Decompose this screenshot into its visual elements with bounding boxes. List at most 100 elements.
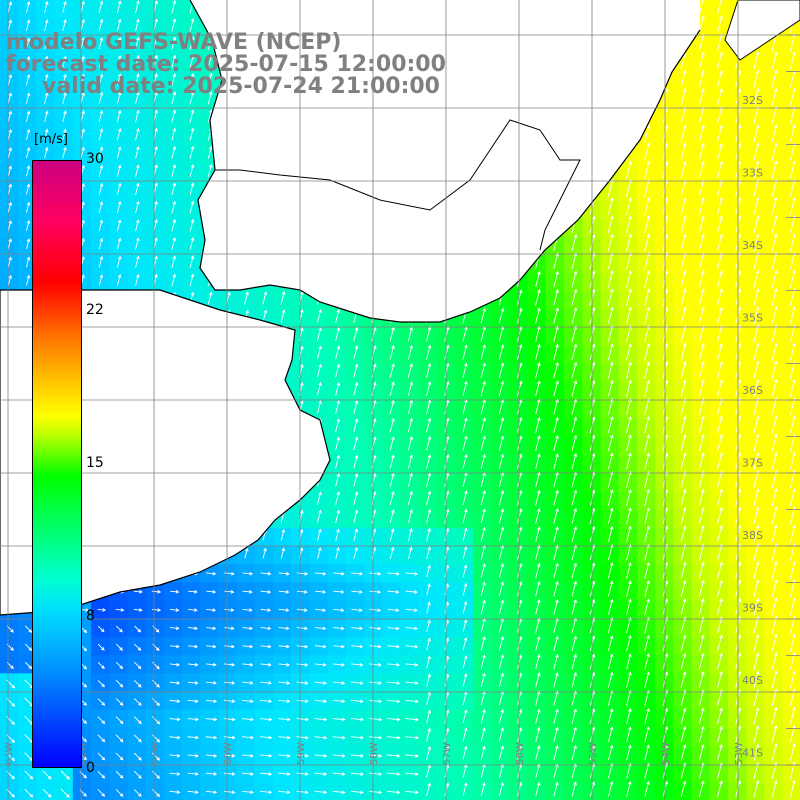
wind-arrow bbox=[717, 15, 723, 34]
wind-arrow bbox=[189, 54, 195, 68]
latitude-label: 38S bbox=[742, 529, 763, 542]
wind-arrow bbox=[7, 74, 13, 86]
longitude-label: 57W bbox=[442, 742, 453, 765]
wind-arrow bbox=[116, 0, 122, 14]
wind-speed-cell bbox=[72, 782, 92, 800]
wind-arrow bbox=[62, 73, 67, 86]
wind-arrow bbox=[698, 69, 705, 88]
wind-arrow bbox=[44, 73, 49, 86]
wind-arrow bbox=[116, 36, 122, 50]
latitude-label: 32S bbox=[742, 94, 763, 107]
wind-arrow bbox=[7, 1, 13, 13]
longitude-label: 61W bbox=[150, 742, 161, 765]
longitude-label: 53W bbox=[734, 742, 745, 765]
wind-arrow bbox=[135, 91, 140, 105]
wind-speed-cell bbox=[145, 782, 165, 800]
wind-arrow bbox=[189, 72, 195, 87]
wind-arrow bbox=[7, 55, 13, 68]
latitude-label: 41S bbox=[742, 747, 763, 760]
wind-arrow bbox=[44, 0, 49, 13]
wind-arrow bbox=[189, 36, 195, 50]
wind-arrow bbox=[44, 37, 49, 50]
wind-arrow bbox=[789, 69, 796, 88]
latitude-label: 36S bbox=[742, 384, 763, 397]
wind-arrow bbox=[7, 37, 13, 50]
wind-arrow bbox=[135, 36, 140, 50]
wind-arrow bbox=[62, 37, 67, 50]
wind-arrow bbox=[116, 18, 122, 32]
longitude-label: 59W bbox=[296, 742, 307, 765]
wind-speed-cell bbox=[127, 782, 147, 800]
wind-speed-cell bbox=[18, 782, 37, 800]
wind-arrow bbox=[25, 37, 31, 50]
wind-arrow bbox=[207, 72, 213, 87]
wind-arrow bbox=[98, 73, 104, 86]
wind-speed-cell bbox=[54, 782, 74, 800]
wind-arrow bbox=[717, 69, 723, 88]
wind-arrow bbox=[753, 51, 760, 70]
wind-arrow bbox=[80, 37, 85, 50]
wind-arrow bbox=[116, 55, 122, 68]
title-valid-date: valid date: 2025-07-24 21:00:00 bbox=[42, 74, 440, 99]
wind-arrow bbox=[98, 55, 104, 68]
wind-arrow bbox=[135, 18, 140, 32]
wind-arrow bbox=[171, 36, 177, 50]
wind-arrow bbox=[771, 51, 778, 70]
wind-arrow bbox=[80, 18, 86, 32]
wind-speed-cell bbox=[782, 782, 800, 800]
wind-arrow bbox=[44, 92, 49, 104]
wind-arrow bbox=[789, 51, 796, 70]
wind-arrow bbox=[171, 91, 177, 105]
wind-arrow bbox=[698, 51, 705, 70]
wind-arrow bbox=[717, 33, 723, 52]
wind-arrow bbox=[171, 54, 177, 68]
wind-arrow bbox=[25, 19, 31, 31]
latitude-label: 39S bbox=[742, 602, 763, 615]
wind-arrow bbox=[753, 69, 760, 88]
wind-arrow bbox=[25, 1, 31, 13]
colorbar-tick: 0 bbox=[86, 760, 95, 776]
wind-speed-cell bbox=[91, 782, 110, 800]
wind-arrow bbox=[116, 73, 122, 86]
colorbar-tick: 8 bbox=[86, 608, 95, 624]
wind-arrow bbox=[44, 19, 49, 32]
colorbar bbox=[32, 160, 82, 768]
wind-arrow bbox=[98, 0, 104, 14]
wind-arrow bbox=[789, 33, 796, 52]
wind-arrow bbox=[98, 36, 104, 50]
colorbar-unit: [m/s] bbox=[34, 132, 68, 147]
wind-arrow bbox=[135, 54, 140, 68]
wind-arrow bbox=[717, 51, 723, 70]
wind-arrow bbox=[62, 0, 67, 13]
wind-arrow bbox=[171, 0, 177, 14]
longitude-label: 58W bbox=[369, 742, 380, 765]
longitude-label: 54W bbox=[661, 742, 672, 765]
wind-arrow bbox=[116, 91, 122, 105]
wind-arrow bbox=[189, 18, 195, 32]
colorbar-tick: 22 bbox=[86, 302, 104, 318]
wind-arrow bbox=[7, 19, 13, 31]
wind-arrow bbox=[171, 18, 177, 32]
wind-speed-cell bbox=[0, 782, 19, 800]
wind-arrow bbox=[135, 73, 140, 86]
latitude-label: 37S bbox=[742, 457, 763, 470]
wind-arrow bbox=[135, 0, 140, 14]
wind-arrow bbox=[171, 72, 177, 87]
wind-arrow bbox=[80, 0, 86, 13]
latitude-label: 35S bbox=[742, 312, 763, 325]
colorbar-tick: 30 bbox=[86, 151, 104, 167]
longitude-label: 55W bbox=[588, 742, 599, 765]
wind-arrow bbox=[62, 91, 67, 104]
longitude-label: 56W bbox=[515, 742, 526, 765]
longitude-label: 63W bbox=[4, 742, 15, 765]
wind-arrow bbox=[62, 18, 67, 32]
wind-arrow bbox=[207, 54, 213, 69]
wind-arrow bbox=[62, 55, 67, 68]
wind-arrow bbox=[717, 0, 723, 15]
wind-speed-cell bbox=[36, 782, 56, 800]
wind-arrow bbox=[98, 18, 104, 32]
wind-arrow bbox=[98, 91, 104, 104]
latitude-label: 33S bbox=[742, 167, 763, 180]
wind-arrow bbox=[25, 73, 31, 86]
